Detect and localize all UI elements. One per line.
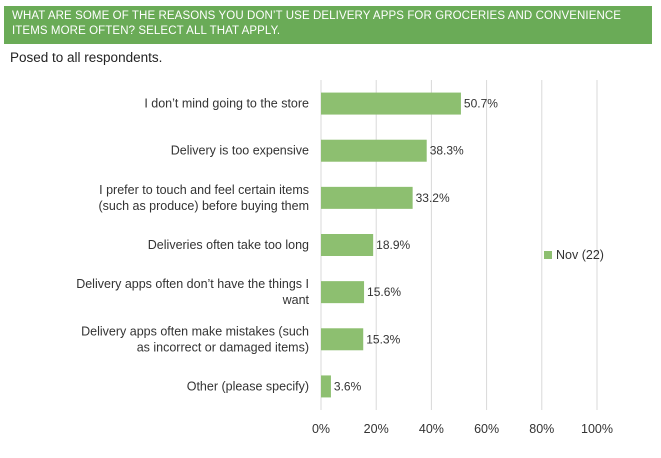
legend-swatch: [544, 251, 552, 259]
value-label: 3.6%: [334, 379, 362, 393]
value-label: 15.6%: [367, 285, 401, 299]
bar: [321, 281, 365, 304]
category-label: I prefer to touch and feel certain items: [99, 183, 309, 197]
x-tick-label: 60%: [474, 422, 499, 436]
x-tick-label: 40%: [419, 422, 444, 436]
bar: [321, 234, 374, 256]
category-label: Other (please specify): [187, 379, 309, 393]
bar: [321, 186, 413, 209]
value-label: 50.7%: [464, 97, 498, 111]
value-label: 18.9%: [376, 238, 410, 252]
x-tick-label: 80%: [529, 422, 554, 436]
question-text: WHAT ARE SOME OF THE REASONS YOU DON’T U…: [12, 10, 622, 37]
bar: [321, 139, 427, 162]
category-label: Delivery apps often make mistakes (such: [81, 324, 309, 338]
value-label: 15.3%: [366, 332, 400, 346]
x-tick-label: 100%: [581, 422, 613, 436]
category-label: Delivery apps often don’t have the thing…: [76, 277, 309, 291]
question-header: WHAT ARE SOME OF THE REASONS YOU DON’T U…: [4, 6, 652, 44]
bar: [321, 92, 461, 115]
category-label: Deliveries often take too long: [148, 238, 309, 252]
category-label: (such as produce) before buying them: [98, 199, 309, 213]
category-label: want: [282, 293, 310, 307]
category-label: I don’t mind going to the store: [144, 97, 309, 111]
legend-label: Nov (22): [556, 248, 604, 262]
x-tick-label: 20%: [364, 422, 389, 436]
value-label: 33.2%: [416, 191, 450, 205]
value-label: 38.3%: [430, 144, 464, 158]
category-label: Delivery is too expensive: [171, 144, 309, 158]
category-label: as incorrect or damaged items): [137, 340, 309, 354]
subtitle: Posed to all respondents.: [10, 50, 163, 65]
x-tick-label: 0%: [312, 422, 330, 436]
bar: [321, 328, 364, 351]
bar: [321, 375, 331, 398]
